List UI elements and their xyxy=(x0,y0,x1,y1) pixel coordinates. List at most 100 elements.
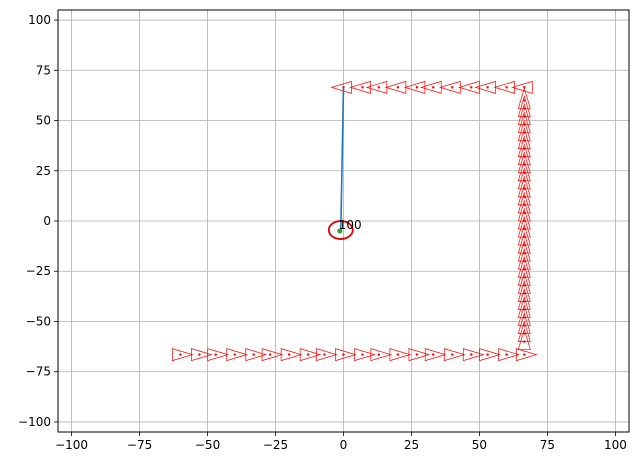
heading-marker xyxy=(517,111,531,133)
current-dot xyxy=(337,228,343,234)
heading-marker xyxy=(443,348,466,362)
heading-marker xyxy=(517,296,531,318)
heading-marker xyxy=(280,348,303,362)
marker-center xyxy=(377,86,381,89)
marker-center xyxy=(505,353,508,356)
heading-marker xyxy=(517,119,531,141)
heading-marker xyxy=(517,191,531,214)
heading-marker xyxy=(408,348,431,362)
x-tick-label: −100 xyxy=(55,438,88,452)
marker-center xyxy=(486,353,489,356)
marker-center xyxy=(287,353,291,356)
heading-marker xyxy=(517,223,531,246)
y-tick-label: 100 xyxy=(28,13,51,27)
heading-marker xyxy=(515,348,538,362)
y-tick-label: −50 xyxy=(26,314,51,328)
marker-center xyxy=(361,86,364,89)
heading-marker xyxy=(517,272,531,294)
y-tick-label: 50 xyxy=(36,114,51,128)
heading-marker xyxy=(511,80,533,94)
heading-marker xyxy=(517,127,531,149)
heading-marker xyxy=(191,348,213,362)
heading-marker xyxy=(517,167,531,190)
marker-center xyxy=(523,353,526,356)
current-circle xyxy=(327,220,354,240)
trajectory xyxy=(339,87,345,232)
heading-marker xyxy=(498,348,520,362)
heading-marker xyxy=(517,239,531,262)
heading-marker xyxy=(439,80,461,94)
heading-marker xyxy=(493,80,515,94)
heading-marker xyxy=(420,80,442,94)
heading-marker xyxy=(517,231,531,254)
heading-marker xyxy=(172,348,194,362)
x-tick-label: 50 xyxy=(472,438,487,452)
heading-marker xyxy=(517,328,531,350)
marker-center xyxy=(432,86,435,89)
heading-marker xyxy=(517,143,531,166)
x-tick-label: 0 xyxy=(340,438,348,452)
y-tick-label: 75 xyxy=(36,63,51,77)
marker-center xyxy=(377,353,381,356)
heading-marker xyxy=(365,80,388,94)
x-tick-label: −50 xyxy=(195,438,220,452)
heading-marker xyxy=(517,280,531,302)
marker-center xyxy=(486,86,489,89)
marker-center xyxy=(432,353,435,356)
heading-marker xyxy=(389,348,412,362)
heading-marker xyxy=(299,348,322,362)
heading-marker xyxy=(462,348,485,362)
heading-marker xyxy=(245,348,267,362)
marker-center xyxy=(470,353,473,356)
marker-center xyxy=(179,353,182,356)
heading-marker xyxy=(517,207,531,230)
marker-center xyxy=(451,353,454,356)
x-tick-label: −75 xyxy=(127,438,152,452)
heading-marker xyxy=(517,247,531,270)
y-tick-label: −25 xyxy=(26,264,51,278)
marker-center xyxy=(396,353,400,356)
current-position xyxy=(327,220,354,240)
marker-center xyxy=(306,353,310,356)
current-label: 100 xyxy=(339,218,362,232)
marker-center xyxy=(523,99,526,102)
heading-marker xyxy=(517,151,531,174)
heading-marker xyxy=(330,80,352,94)
marker-center xyxy=(415,86,419,89)
marker-center xyxy=(451,86,454,89)
y-tick-label: −75 xyxy=(26,365,51,379)
heading-marker xyxy=(403,80,426,94)
marker-center xyxy=(505,86,508,89)
heading-marker xyxy=(517,304,531,326)
x-tick-label: 100 xyxy=(604,438,627,452)
marker-center xyxy=(361,353,364,356)
marker-center xyxy=(198,353,201,356)
x-tick-label: 25 xyxy=(404,438,419,452)
marker-center xyxy=(252,353,255,356)
heading-marker xyxy=(517,215,531,238)
heading-marker xyxy=(517,199,531,222)
heading-marker xyxy=(517,175,531,198)
heading-marker xyxy=(517,288,531,310)
heading-marker xyxy=(479,348,501,362)
marker-center xyxy=(396,86,400,89)
heading-marker xyxy=(458,80,480,94)
marker-center xyxy=(523,86,526,89)
heading-marker xyxy=(517,312,531,334)
heading-markers xyxy=(172,80,538,362)
heading-marker xyxy=(335,348,357,362)
heading-marker xyxy=(517,87,531,109)
heading-marker xyxy=(474,80,496,94)
marker-center xyxy=(268,353,272,356)
heading-marker xyxy=(517,135,531,158)
heading-marker xyxy=(517,264,531,286)
heading-marker xyxy=(354,348,376,362)
heading-marker xyxy=(517,159,531,182)
heading-marker xyxy=(384,80,407,94)
ticks: −100 −75 −50 −25 0 25 50 75 100 −100 −75 −50 −25 0 25 5… xyxy=(18,13,627,452)
heading-marker xyxy=(517,320,531,342)
marker-center xyxy=(342,353,345,356)
y-tick-label: 25 xyxy=(36,164,51,178)
trajectory-line xyxy=(339,87,345,232)
